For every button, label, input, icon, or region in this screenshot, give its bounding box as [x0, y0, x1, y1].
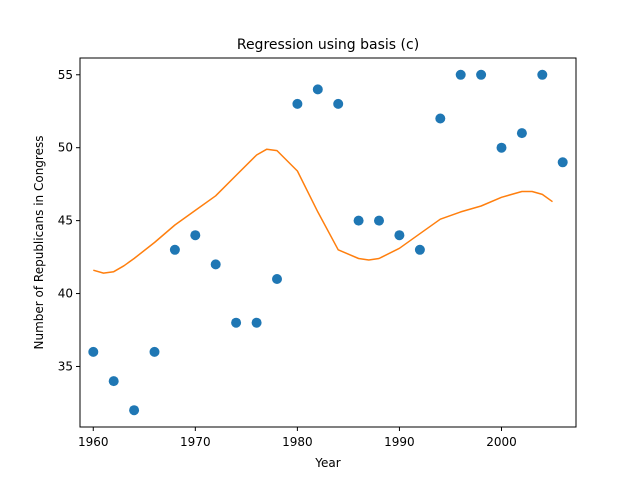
data-point [353, 215, 364, 226]
regression-fit-line [93, 148, 553, 274]
plot-area [88, 69, 568, 416]
data-point [455, 69, 466, 80]
data-point [129, 405, 140, 416]
x-tick-label: 2000 [486, 435, 517, 449]
data-point [476, 69, 487, 80]
data-point [251, 317, 262, 328]
data-point [374, 215, 384, 226]
x-tick-label: 1970 [180, 435, 211, 449]
data-point [312, 84, 323, 95]
data-point [333, 98, 344, 109]
y-tick-label: 35 [58, 359, 73, 373]
data-point [496, 142, 507, 153]
chart-title: Regression using basis (c) [237, 37, 419, 53]
x-axis-label: Year [314, 456, 340, 470]
x-tick-label: 1990 [384, 435, 415, 449]
y-tick-label: 40 [58, 287, 73, 301]
data-point [190, 230, 201, 241]
data-point [149, 346, 160, 357]
y-tick-label: 55 [58, 68, 73, 82]
data-point [557, 157, 568, 168]
data-point [292, 98, 303, 109]
x-tick-label: 1960 [78, 435, 109, 449]
data-point [88, 346, 99, 357]
data-point [108, 376, 119, 387]
data-point [537, 69, 548, 80]
data-point [414, 244, 425, 255]
data-point [169, 244, 180, 255]
y-tick-label: 45 [58, 214, 73, 228]
data-point [516, 128, 527, 139]
y-tick-label: 50 [58, 141, 73, 155]
y-axis-label: Number of Republicans in Congress [32, 136, 46, 350]
data-point [231, 317, 242, 328]
x-tick-label: 1980 [282, 435, 313, 449]
data-point [435, 113, 446, 124]
axes-frame [79, 57, 577, 428]
data-point [210, 259, 221, 270]
data-point [394, 230, 405, 241]
data-point [272, 274, 282, 284]
